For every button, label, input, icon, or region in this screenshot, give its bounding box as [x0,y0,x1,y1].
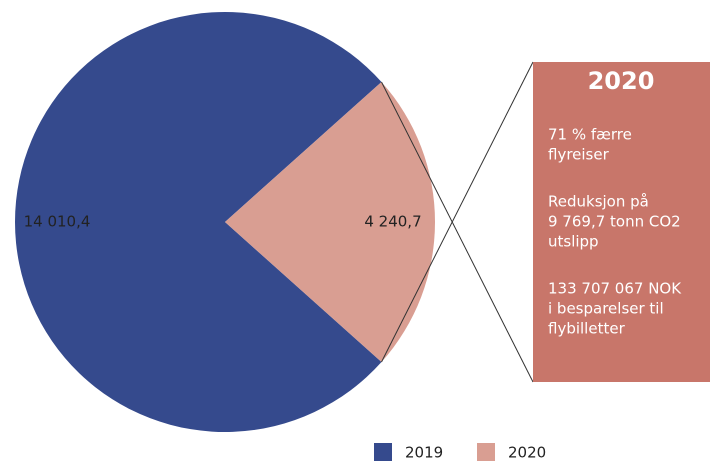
pie-slice [15,12,382,433]
callout-text: utslipp [548,233,599,251]
callout-box [533,62,710,382]
callout-text: 9 769,7 tonn CO2 [548,213,681,231]
legend-label: 2020 [508,444,546,461]
callout-text: i besparelser til [548,300,664,318]
slice-label: 14 010,4 [24,213,91,231]
connector [381,81,534,383]
callout-text: 133 707 067 NOK [548,280,682,298]
callout-text: flyreiser [548,146,610,164]
connector [381,61,534,363]
pie-slice [225,81,436,363]
legend-label: 2019 [405,444,443,461]
callout-text: flybilletter [548,320,626,338]
legend-swatch [477,443,495,461]
callout-title: 2020 [588,67,655,95]
callout-text: 71 % færre [548,126,632,144]
legend-swatch [374,443,392,461]
callout-text: Reduksjon på [548,193,649,211]
slice-label: 4 240,7 [364,213,421,231]
